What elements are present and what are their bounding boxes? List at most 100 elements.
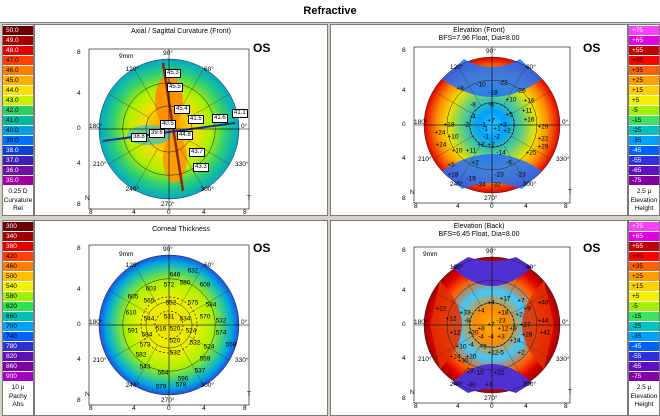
scale-mode: Abs — [12, 401, 24, 408]
elevation-back-value: +12 — [449, 329, 461, 337]
scale-entry: +15 — [629, 282, 659, 291]
thickness-value: 565 — [143, 297, 155, 305]
scale-name: Elevation — [630, 197, 658, 204]
map-spoke — [503, 266, 527, 306]
elevation-front-value: +2 — [487, 141, 495, 149]
elevation-back-map-panel[interactable]: Elevation (Back) BFS=6.45 Float, Dia=8.0… — [330, 220, 628, 416]
map-spoke — [457, 266, 481, 306]
angle-label-0: 0° — [562, 319, 569, 326]
map-spoke — [108, 93, 150, 118]
thickness-color-scale: 300 340 380 420 460 500 540 580 620 660 700 740 780 8… — [2, 220, 34, 416]
elevation-front-value: +7 — [487, 117, 495, 125]
elevation-front-value: +16 — [523, 97, 535, 105]
elevation-back-value: -5 — [498, 349, 504, 357]
elevation-back-value: +7 — [517, 297, 525, 305]
angle-label-90: 90° — [486, 48, 496, 55]
elevation-front-value: -1 — [480, 121, 486, 129]
scale-step: 2.5 µ — [636, 188, 652, 195]
map-spoke — [108, 336, 150, 361]
x-tick-label: 4 — [202, 209, 206, 216]
x-tick-label: 8 — [414, 203, 418, 210]
y-tick-label: 4 — [402, 87, 406, 94]
scale-entry: +65 — [629, 232, 659, 241]
angle-label-330: 330° — [235, 356, 249, 364]
elevation-front-value: +18 — [447, 171, 459, 179]
map-canvas[interactable] — [331, 25, 627, 215]
map-canvas[interactable] — [35, 221, 327, 415]
panel-subtitle: BFS=6.45 Float, Dia=8.00 — [438, 231, 520, 238]
elevation-back-value: +2 — [517, 349, 525, 357]
angle-label-0: 0° — [241, 319, 248, 326]
elevation-back-value: +12 — [445, 315, 457, 323]
elevation-front-map-panel[interactable]: Elevation (Front) BFS=7.96 Float, Dia=8.… — [330, 24, 628, 216]
corneal-thickness-map-panel[interactable]: Corneal Thickness OS 9mm 8 4 0 4 8 8 4 0 4 8 90° 27… — [34, 220, 328, 416]
elevation-front-value: -2 — [494, 133, 500, 141]
x-tick-label: 0 — [490, 403, 494, 410]
scale-entry: 43.0 — [3, 96, 33, 105]
temporal-label: T — [568, 389, 572, 396]
thickness-value: 532 — [169, 349, 181, 357]
elevation-front-value: -1 — [482, 125, 488, 133]
elevation-front-value: -32 — [491, 181, 501, 189]
thickness-value: 596 — [177, 375, 189, 383]
angle-label-60: 60° — [204, 66, 214, 73]
thickness-value: 532 — [215, 317, 227, 325]
thickness-value: 543 — [139, 363, 151, 371]
elevation-back-value: -4 — [468, 341, 474, 349]
eye-label: OS — [583, 41, 601, 55]
scale-entry: 860 — [3, 362, 33, 371]
x-tick-label: 0 — [167, 405, 171, 412]
y-tick-label: 8 — [402, 247, 406, 254]
nasal-label: N — [410, 189, 415, 196]
scale-entry: +5 — [629, 96, 659, 105]
elevation-back-value: -4 — [478, 333, 484, 341]
scale-entry: +75 — [629, 26, 659, 35]
y-tick-label: 0 — [402, 321, 406, 328]
x-tick-label: 4 — [524, 203, 528, 210]
map-diameter-label: 9mm — [119, 251, 134, 258]
elevation-back-value: +27 — [519, 321, 531, 329]
scale-entry: -75 — [629, 176, 659, 185]
thickness-value: 520 — [169, 325, 181, 333]
thickness-value: 544 — [143, 315, 155, 323]
angle-label-330: 330° — [235, 160, 249, 168]
elevation-back-value: +14 — [509, 337, 521, 345]
elevation-front-value: -23 — [494, 171, 504, 179]
elevation-front-value: -2 — [463, 121, 469, 129]
scale-name: Pachy — [8, 393, 28, 400]
elevation-back-color-scale: +75 +65 +55 +45 +35 +25 +15 +5 -5 -15 -25 -35 -45 -55… — [628, 220, 660, 416]
elevation-front-value: +11 — [521, 107, 533, 115]
angle-label-240: 240° — [449, 180, 464, 188]
elevation-front-value: +5 — [505, 111, 513, 119]
angle-label-270: 270° — [161, 201, 175, 208]
angle-label-90: 90° — [163, 246, 173, 253]
thickness-value: 591 — [127, 327, 139, 335]
elevation-back-value: +7 — [487, 321, 495, 329]
elevation-back-value: -29 — [464, 367, 474, 375]
scale-step: 2.5 µ — [636, 384, 652, 391]
nasal-label: N — [410, 389, 415, 396]
thickness-value: 524 — [185, 327, 197, 335]
x-tick-label: 8 — [414, 403, 418, 410]
elevation-front-value: -34 — [476, 181, 486, 189]
map-canvas[interactable] — [331, 221, 627, 415]
map-spoke — [180, 68, 205, 110]
axial-curvature-map-panel[interactable]: Axial / Sagittal Curvature (Front) OS 9m… — [34, 24, 328, 216]
elevation-back-value: +9 — [509, 325, 517, 333]
y-tick-label: 8 — [402, 395, 406, 402]
angle-label-210: 210° — [93, 160, 107, 168]
angle-label-330: 330° — [556, 355, 570, 363]
elevation-front-value: -18 — [488, 89, 498, 97]
x-tick-label: 8 — [564, 403, 568, 410]
elevation-back-value: +4 — [477, 307, 485, 315]
elevation-front-value: +25 — [525, 149, 537, 157]
thickness-value: 603 — [145, 285, 157, 293]
y-tick-label: 8 — [402, 47, 406, 54]
elevation-back-value: +20 — [465, 353, 477, 361]
scale-entry: -5 — [629, 106, 659, 115]
scale-entry: +35 — [629, 262, 659, 271]
y-tick-label: 8 — [77, 397, 81, 404]
thickness-value: 537 — [194, 367, 206, 375]
angle-label-330: 330° — [556, 155, 570, 163]
eye-label: OS — [253, 41, 271, 55]
